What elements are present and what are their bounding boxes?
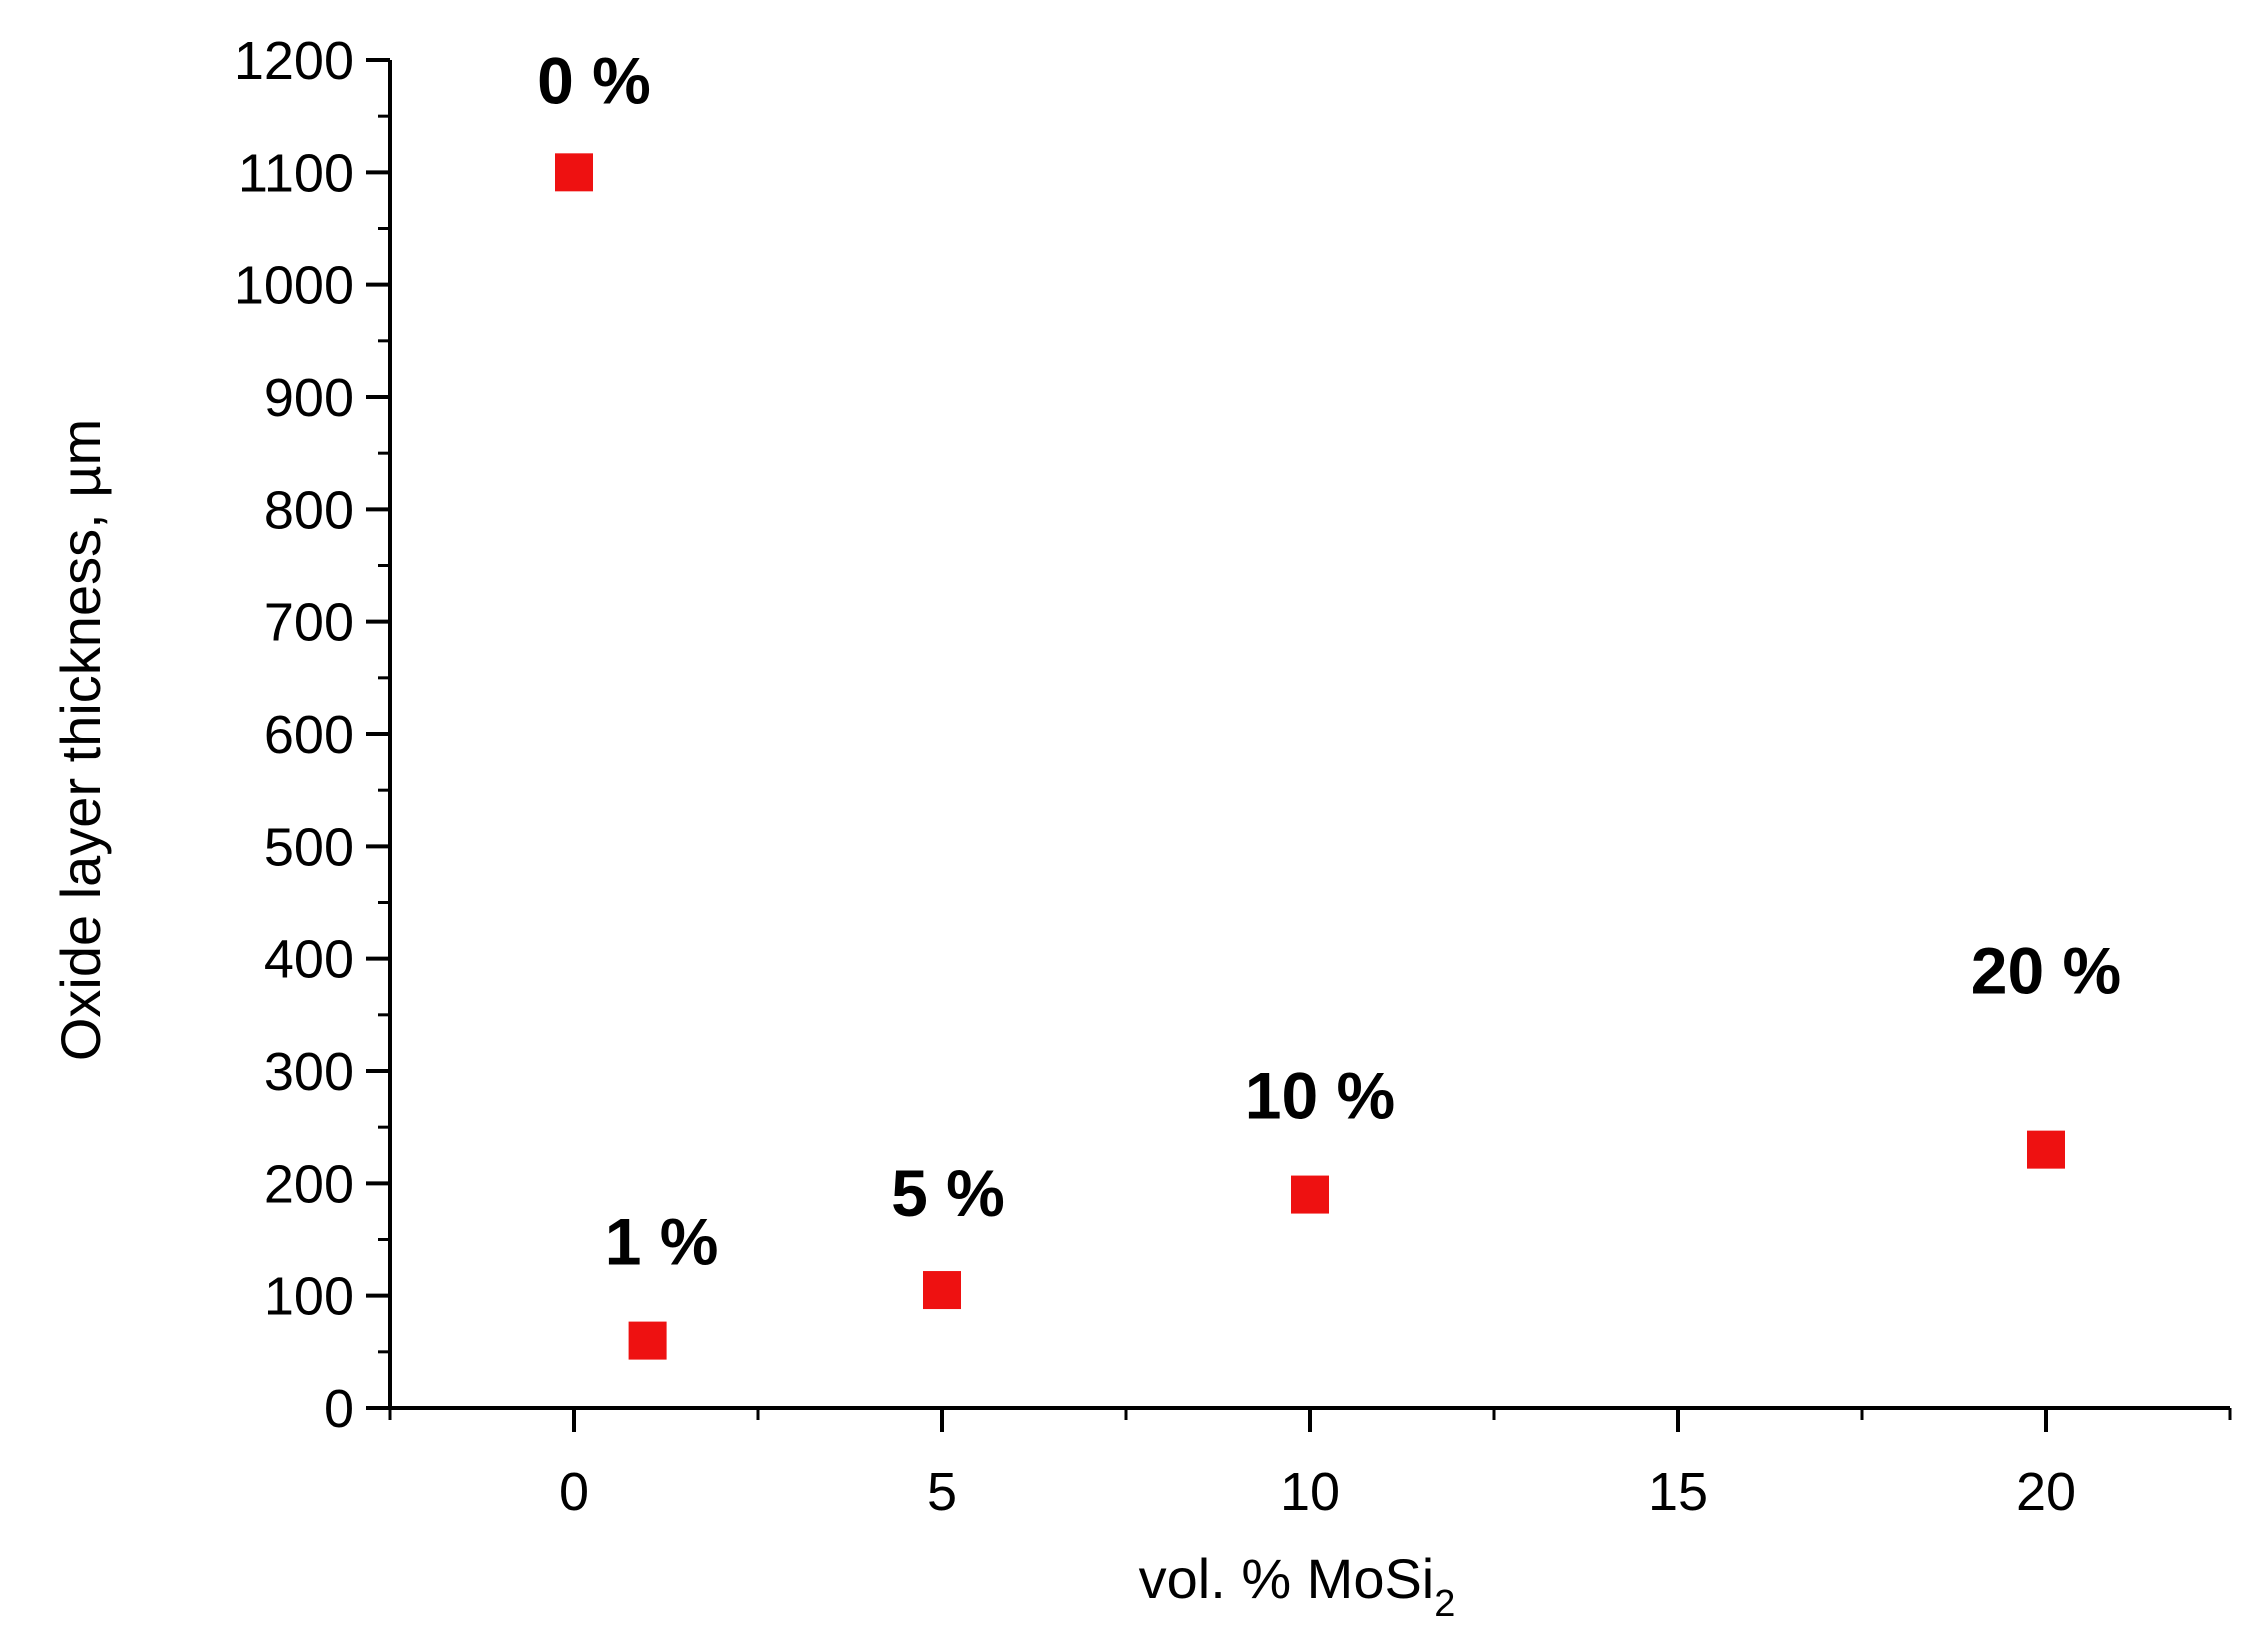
point-label: 20 % xyxy=(1971,934,2121,1008)
x-tick-label: 0 xyxy=(559,1462,589,1522)
x-axis-title-main: vol. % MoSi xyxy=(1139,1547,1435,1610)
data-point xyxy=(2027,1130,2065,1169)
y-tick-label: 0 xyxy=(324,1379,354,1439)
data-point xyxy=(1291,1175,1329,1214)
y-tick-label: 200 xyxy=(264,1154,354,1214)
y-tick-label: 500 xyxy=(264,817,354,877)
x-tick-label: 15 xyxy=(1648,1462,1708,1522)
y-tick-label: 400 xyxy=(264,930,354,990)
y-tick-label: 900 xyxy=(264,368,354,428)
ticks: 0100200300400500600700800900100011001200… xyxy=(234,31,2232,1522)
y-tick-label: 300 xyxy=(264,1042,354,1102)
x-tick-label: 5 xyxy=(927,1462,957,1522)
y-tick-label: 1000 xyxy=(234,256,354,316)
point-label: 0 % xyxy=(537,43,651,117)
x-tick-label: 20 xyxy=(2016,1462,2076,1522)
y-tick-label: 600 xyxy=(264,705,354,765)
data-points xyxy=(555,153,2065,1360)
x-axis-title: vol. % MoSi2 xyxy=(1139,1547,1456,1625)
data-point xyxy=(555,153,593,192)
y-axis-title: Oxide layer thickness, µm xyxy=(49,419,112,1061)
point-label: 1 % xyxy=(605,1205,719,1279)
y-tick-label: 1200 xyxy=(234,31,354,91)
point-labels: 0 % 1 % 5 % 10 % 20 % xyxy=(537,43,2121,1278)
data-point xyxy=(923,1271,961,1310)
data-point xyxy=(628,1321,667,1360)
y-tick-label: 100 xyxy=(264,1267,354,1327)
y-tick-label: 700 xyxy=(264,593,354,653)
point-label: 5 % xyxy=(891,1156,1005,1230)
y-tick-label: 1100 xyxy=(238,143,354,203)
x-axis-title-subscript: 2 xyxy=(1434,1583,1455,1625)
x-tick-label: 10 xyxy=(1280,1462,1340,1522)
y-tick-label: 800 xyxy=(264,480,354,540)
point-label: 10 % xyxy=(1245,1059,1395,1133)
